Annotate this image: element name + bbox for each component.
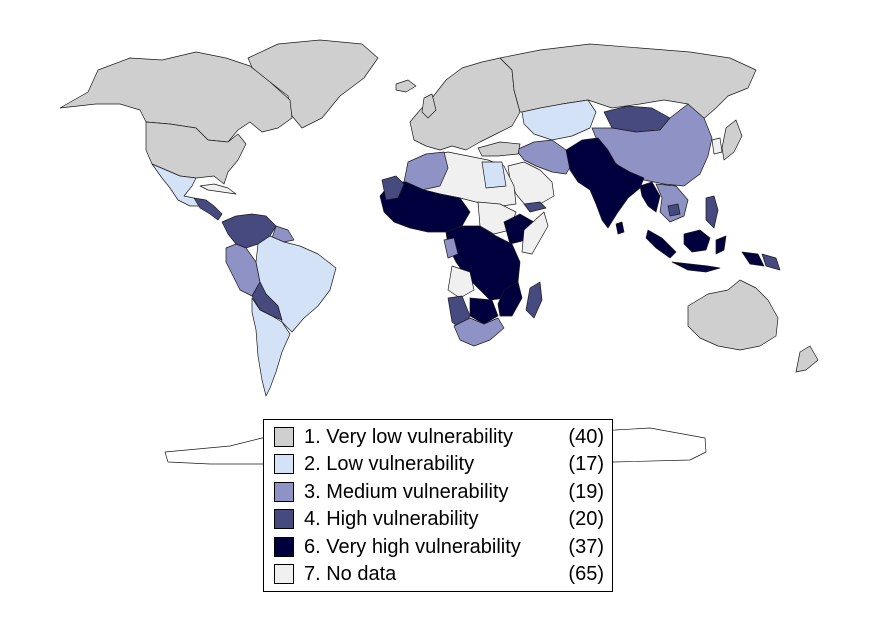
- region-new-guinea: [741, 251, 765, 267]
- region-yemen: [523, 201, 547, 213]
- region-middle-east: [515, 139, 573, 175]
- legend-count: (17): [568, 453, 604, 476]
- region-central-america: [193, 197, 223, 221]
- region-indonesia-borneo: [683, 229, 711, 253]
- legend-label: 3. Medium vulnerability: [304, 480, 509, 503]
- region-indochina: [655, 183, 689, 223]
- region-mozambique: [497, 281, 523, 317]
- region-egypt: [481, 161, 507, 189]
- region-mauritania: [381, 175, 405, 201]
- region-japan: [721, 119, 743, 161]
- legend-count: (40): [568, 425, 604, 448]
- legend-count: (20): [568, 508, 604, 531]
- region-indonesia-west: [645, 229, 677, 259]
- region-kazakhstan: [521, 99, 597, 141]
- legend-label: 1. Very low vulnerability: [304, 425, 513, 448]
- region-canada: [59, 51, 293, 143]
- region-southern-cone: [251, 297, 291, 397]
- region-turkey: [477, 141, 521, 157]
- region-new-zealand: [795, 345, 819, 373]
- legend-swatch-low: [274, 454, 294, 475]
- region-peru: [225, 243, 261, 297]
- legend-item-very-high: 6. Very high vulnerability (37): [274, 533, 604, 561]
- legend-item-low: 2. Low vulnerability (17): [274, 451, 604, 479]
- region-myanmar: [639, 181, 661, 213]
- region-indonesia-java: [671, 261, 721, 273]
- legend-label: 6. Very high vulnerability: [304, 535, 521, 558]
- legend-label: 4. High vulnerability: [304, 508, 479, 531]
- legend-swatch-no-data: [274, 564, 294, 585]
- region-somalia: [521, 211, 549, 255]
- region-uk: [421, 93, 437, 119]
- legend-item-high: 4. High vulnerability (20): [274, 506, 604, 534]
- region-philippines: [705, 195, 719, 229]
- legend-count: (37): [568, 535, 604, 558]
- legend-item-no-data: 7. No data (65): [274, 561, 604, 589]
- region-gabon: [443, 237, 459, 259]
- region-angola: [447, 265, 475, 299]
- region-south-africa: [453, 317, 505, 347]
- region-guyanas: [271, 225, 295, 243]
- legend-swatch-high: [274, 509, 294, 530]
- legend-item-very-low: 1. Very low vulnerability (40): [274, 423, 604, 451]
- legend-item-medium: 3. Medium vulnerability (19): [274, 478, 604, 506]
- region-korea: [711, 137, 723, 155]
- region-south-asia: [565, 137, 645, 229]
- legend-swatch-medium: [274, 481, 294, 502]
- region-indonesia-sulawesi: [715, 235, 727, 255]
- legend-swatch-very-low: [274, 426, 294, 447]
- region-papua-new-guinea: [761, 253, 781, 271]
- legend-label: 7. No data: [304, 563, 397, 586]
- map-legend: 1. Very low vulnerability (40) 2. Low vu…: [263, 419, 613, 592]
- legend-count: (65): [568, 563, 604, 586]
- region-cambodia: [667, 203, 681, 217]
- region-caribbean: [199, 183, 237, 195]
- legend-count: (19): [568, 480, 604, 503]
- legend-swatch-very-high: [274, 536, 294, 557]
- region-iceland: [395, 79, 417, 93]
- region-sri-lanka: [615, 221, 625, 235]
- region-botswana-zimbabwe: [469, 297, 499, 325]
- region-west-africa: [379, 181, 471, 233]
- region-madagascar: [525, 281, 543, 319]
- region-australia: [687, 279, 779, 351]
- legend-label: 2. Low vulnerability: [304, 453, 475, 476]
